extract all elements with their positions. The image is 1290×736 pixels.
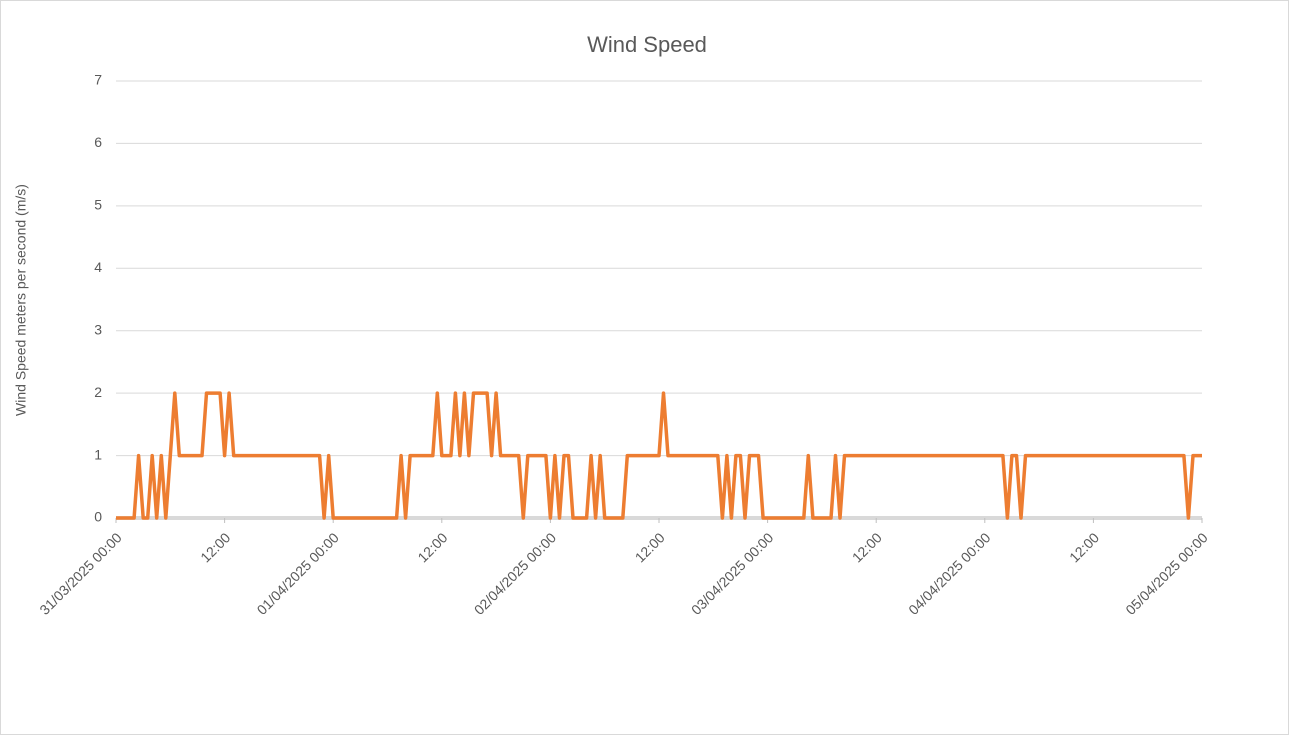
y-tick-label: 3 (94, 321, 102, 337)
y-tick-label: 2 (94, 384, 102, 400)
data-line (116, 391, 1202, 520)
y-tick-label: 6 (94, 134, 102, 150)
y-axis-label: Wind Speed meters per second (m/s) (13, 184, 29, 416)
y-tick-label: 4 (94, 259, 102, 275)
y-tick-label: 5 (94, 197, 102, 213)
y-tick-label: 0 (94, 509, 102, 525)
y-tick-label: 7 (94, 72, 102, 88)
y-tick-label: 1 (94, 446, 102, 462)
chart-title: Wind Speed (587, 32, 707, 57)
